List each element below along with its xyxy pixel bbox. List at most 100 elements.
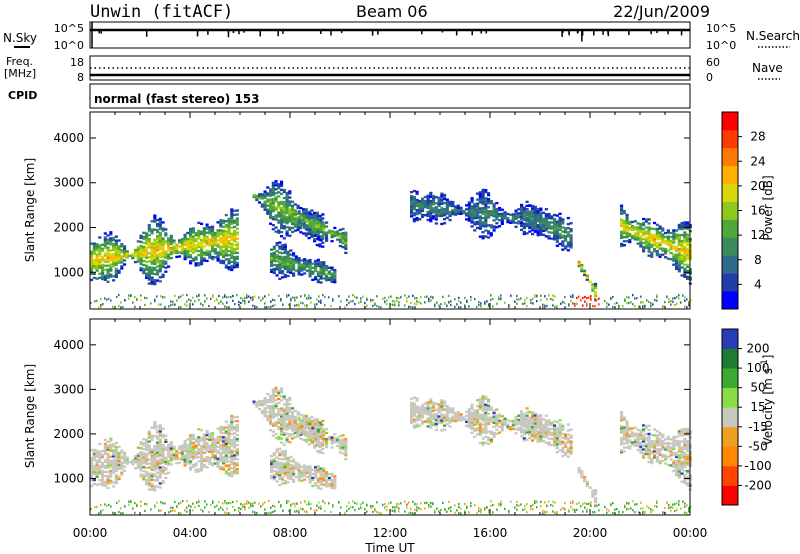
velocity-cell — [313, 446, 317, 449]
power-cell — [266, 200, 270, 203]
power-cell — [132, 301, 134, 304]
velocity-cell — [147, 450, 151, 453]
velocity-cell — [432, 403, 436, 406]
power-cell — [314, 224, 318, 227]
power-cell — [508, 305, 510, 308]
power-cell — [484, 209, 488, 212]
power-cell — [128, 297, 130, 300]
power-cell — [542, 306, 544, 309]
velocity-cell — [314, 420, 318, 424]
velocity-cell — [327, 482, 331, 486]
velocity-cell — [555, 451, 559, 454]
power-cell — [442, 295, 444, 298]
power-cell — [628, 238, 632, 242]
velocity-pixels — [90, 386, 692, 515]
velocity-cell — [285, 404, 289, 407]
power-cell — [167, 237, 171, 240]
power-cell — [686, 239, 690, 242]
power-cell — [632, 303, 634, 306]
velocity-cell — [277, 425, 281, 429]
power-cell — [683, 227, 687, 230]
velocity-cell — [145, 448, 149, 452]
velocity-cell — [443, 400, 447, 403]
power-cell — [440, 194, 444, 197]
power-cell — [412, 201, 416, 205]
power-cell — [303, 272, 307, 275]
power-cell — [686, 277, 690, 281]
power-cell — [321, 217, 325, 220]
velocity-cell — [303, 422, 307, 426]
power-cell — [318, 245, 322, 248]
power-cell — [172, 249, 176, 252]
power-cell — [296, 304, 298, 307]
power-cell — [539, 233, 543, 237]
velocity-cell — [316, 440, 320, 443]
power-cell — [520, 207, 524, 211]
velocity-cell — [470, 423, 474, 426]
velocity-cell — [487, 438, 491, 442]
power-cell — [647, 228, 651, 231]
velocity-cell — [517, 418, 521, 421]
power-cell — [426, 200, 430, 204]
power-cell — [598, 303, 600, 306]
power-cell — [410, 305, 412, 308]
power-cell — [114, 245, 118, 248]
power-cell — [622, 227, 626, 231]
power-cell — [569, 236, 573, 239]
power-cell — [197, 221, 201, 224]
power-cell — [677, 264, 681, 267]
power-cell — [244, 296, 246, 300]
power-cell — [647, 222, 651, 225]
power-cell — [440, 206, 444, 210]
power-cell — [150, 246, 154, 249]
power-cell — [534, 295, 536, 298]
power-cell — [156, 229, 160, 232]
power-colorbar-swatch — [722, 273, 738, 292]
power-cell — [235, 263, 239, 267]
power-cell — [139, 250, 143, 254]
power-cell — [222, 249, 226, 253]
velocity-cell — [95, 463, 99, 466]
velocity-cell — [123, 469, 127, 472]
power-cell — [161, 229, 165, 232]
power-cell — [412, 195, 416, 199]
power-cell — [289, 265, 293, 268]
velocity-cell — [278, 451, 282, 455]
power-cell — [642, 227, 646, 231]
power-cell — [186, 300, 188, 303]
velocity-cell — [120, 473, 124, 476]
power-cell — [473, 213, 477, 216]
power-cell — [582, 304, 584, 307]
power-cell — [672, 263, 676, 266]
power-cell — [282, 217, 286, 220]
power-cell — [98, 254, 102, 257]
power-cell — [500, 212, 504, 215]
power-cell — [327, 278, 331, 282]
power-cell — [211, 245, 215, 249]
power-cell — [421, 205, 425, 208]
velocity-cell — [277, 401, 281, 405]
power-cell — [653, 235, 657, 239]
power-cell — [216, 259, 220, 262]
power-cell — [511, 213, 515, 216]
power-cell — [315, 213, 319, 217]
power-cell — [322, 271, 326, 274]
velocity-cell — [423, 406, 427, 409]
power-cell — [297, 269, 301, 272]
power-cell — [194, 264, 198, 267]
power-cell — [481, 188, 485, 192]
power-cell — [274, 180, 278, 183]
velocity-cell — [164, 468, 168, 472]
velocity-cell — [117, 451, 121, 455]
velocity-cell — [216, 449, 220, 452]
velocity-cell — [120, 449, 124, 452]
velocity-cell — [266, 411, 270, 414]
power-cell — [314, 277, 318, 281]
velocity-cell — [117, 477, 121, 481]
velocity-cell — [314, 482, 318, 485]
power-cell — [208, 254, 212, 257]
power-cell — [661, 233, 665, 236]
power-cell — [95, 265, 99, 268]
velocity-cell — [211, 464, 215, 467]
velocity-cell — [282, 417, 286, 420]
